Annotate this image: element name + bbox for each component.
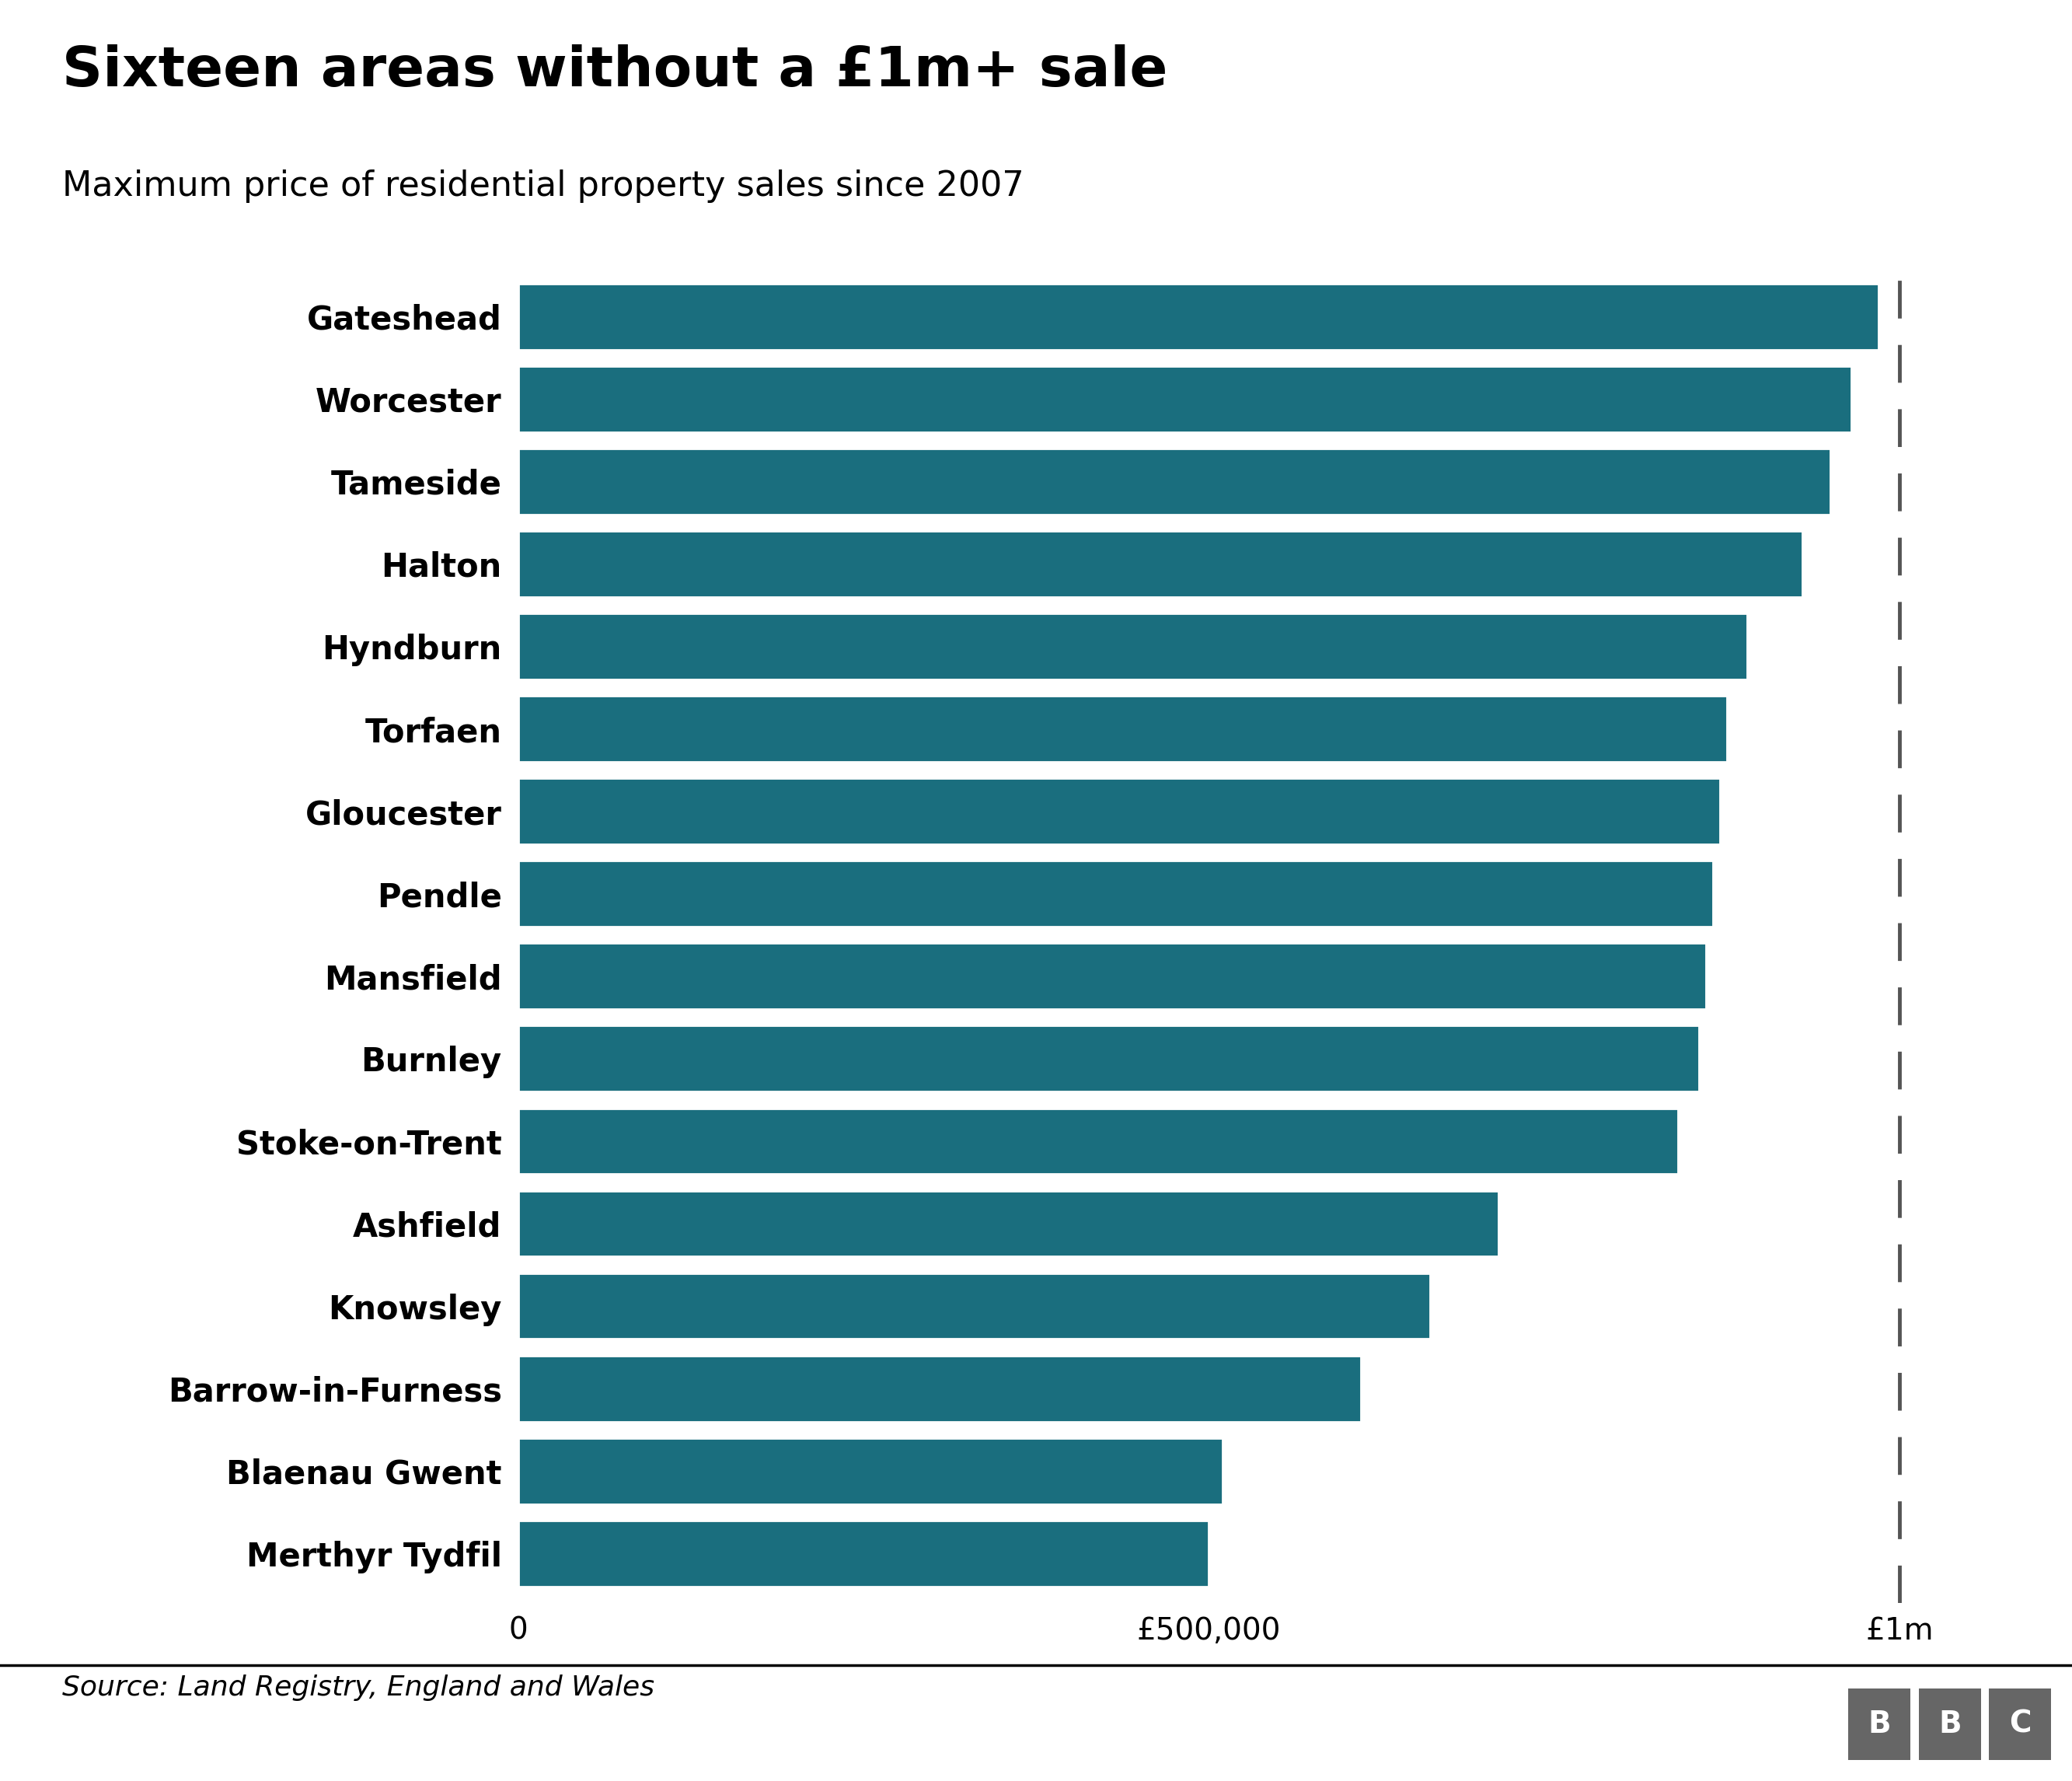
Bar [518,1355,1361,1421]
Text: Maximum price of residential property sales since 2007: Maximum price of residential property sa… [62,169,1024,203]
Bar [518,860,1714,926]
Bar [518,613,1747,679]
Text: Sixteen areas without a £1m+ sale: Sixteen areas without a £1m+ sale [62,45,1169,98]
Bar [518,778,1720,844]
Bar [518,1191,1498,1257]
Bar [518,696,1726,762]
Text: Source: Land Registry, England and Wales: Source: Land Registry, England and Wales [62,1674,655,1701]
Text: B: B [1937,1710,1962,1738]
Bar [518,1273,1430,1339]
Text: C: C [2010,1710,2031,1738]
Text: B: B [1867,1710,1892,1738]
Bar [518,449,1830,515]
Bar [518,531,1803,597]
Bar [518,367,1850,433]
Bar [518,1026,1699,1092]
Bar [518,1108,1678,1174]
Bar [518,283,1879,349]
Bar [518,1521,1208,1587]
Bar [518,1437,1222,1503]
Bar [518,944,1705,1010]
